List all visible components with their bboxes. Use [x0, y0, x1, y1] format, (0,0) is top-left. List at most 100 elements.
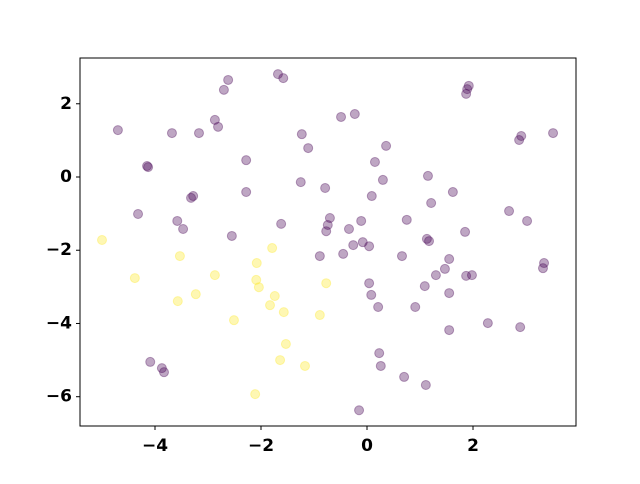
point	[142, 161, 153, 172]
point	[228, 315, 239, 326]
point	[461, 88, 472, 99]
point	[166, 128, 177, 139]
point	[145, 356, 156, 367]
point	[178, 224, 189, 235]
point	[143, 162, 154, 173]
point	[133, 208, 144, 219]
point	[421, 233, 432, 244]
y-tick-label: −2	[46, 240, 72, 260]
point	[321, 226, 332, 237]
y-tick-label: −6	[46, 387, 72, 407]
point	[314, 251, 325, 262]
point	[447, 187, 458, 198]
point	[320, 182, 331, 193]
point	[276, 218, 287, 229]
point	[172, 296, 183, 307]
point	[156, 363, 167, 374]
point	[324, 213, 335, 224]
point	[357, 237, 368, 248]
point	[515, 322, 526, 333]
point	[419, 281, 430, 292]
point	[336, 111, 347, 122]
point	[193, 128, 204, 139]
point	[213, 121, 224, 132]
point	[539, 258, 550, 269]
point	[223, 74, 234, 85]
point	[209, 270, 220, 281]
point	[462, 84, 473, 95]
point	[373, 301, 384, 312]
point	[96, 234, 107, 245]
point	[209, 114, 220, 125]
point	[548, 128, 559, 139]
point	[366, 289, 377, 300]
point	[343, 224, 354, 235]
point	[174, 251, 185, 262]
x-tick-label: −4	[142, 436, 168, 456]
point	[375, 360, 386, 371]
point	[338, 248, 349, 259]
point	[296, 129, 307, 140]
point	[377, 174, 388, 185]
plot-frame	[79, 57, 577, 427]
point	[444, 325, 455, 336]
point	[396, 251, 407, 262]
point	[226, 230, 237, 241]
point	[420, 379, 431, 390]
point	[295, 177, 306, 188]
point	[522, 215, 533, 226]
point	[366, 191, 377, 202]
point	[422, 170, 433, 181]
point	[399, 371, 410, 382]
point	[253, 282, 264, 293]
point	[251, 274, 262, 285]
point	[482, 318, 493, 329]
point	[364, 278, 375, 289]
point	[186, 192, 197, 203]
point	[439, 263, 450, 274]
point	[381, 140, 392, 151]
point	[172, 215, 183, 226]
point	[401, 214, 412, 225]
point	[275, 355, 286, 366]
point	[303, 143, 314, 154]
point	[504, 206, 515, 217]
point	[278, 73, 289, 84]
point	[349, 109, 360, 120]
point	[314, 310, 325, 321]
point	[364, 241, 375, 252]
point	[280, 338, 291, 349]
point	[251, 258, 262, 269]
point	[278, 307, 289, 318]
point	[461, 270, 472, 281]
point	[466, 270, 477, 281]
point	[267, 243, 278, 254]
point	[241, 155, 252, 166]
point	[190, 289, 201, 300]
point	[269, 291, 280, 302]
x-tick-label: 0	[361, 436, 373, 456]
point	[463, 80, 474, 91]
point	[159, 367, 170, 378]
point	[129, 273, 140, 284]
point	[241, 187, 252, 198]
y-tick-label: 2	[60, 94, 72, 114]
point	[514, 135, 525, 146]
point	[321, 278, 332, 289]
point	[348, 240, 359, 251]
point	[272, 69, 283, 80]
point	[265, 300, 276, 311]
point	[188, 191, 199, 202]
point	[250, 389, 261, 400]
point	[410, 301, 421, 312]
point	[516, 130, 527, 141]
point	[444, 288, 455, 299]
y-tick-label: −4	[46, 313, 72, 333]
point	[322, 219, 333, 230]
point	[112, 125, 123, 136]
x-tick-label: 2	[467, 436, 479, 456]
point	[444, 254, 455, 265]
point	[430, 270, 441, 281]
point	[374, 348, 385, 359]
